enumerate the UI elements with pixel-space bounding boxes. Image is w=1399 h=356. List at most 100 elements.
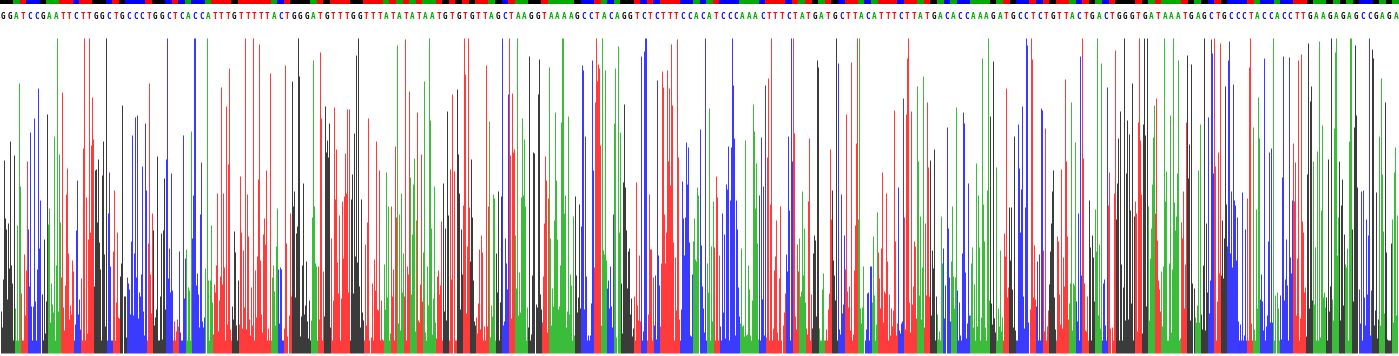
- Text: A: A: [562, 12, 567, 21]
- Text: A: A: [568, 12, 574, 21]
- Text: T: T: [417, 12, 421, 21]
- Bar: [1030, 0, 1037, 4]
- Text: A: A: [311, 12, 316, 21]
- Text: T: T: [1004, 12, 1009, 21]
- Text: T: T: [667, 12, 672, 21]
- Text: T: T: [213, 12, 217, 21]
- Bar: [1042, 0, 1049, 4]
- Bar: [1056, 0, 1062, 4]
- Bar: [898, 0, 904, 4]
- Text: G: G: [990, 12, 996, 21]
- Text: T: T: [845, 12, 851, 21]
- Bar: [277, 0, 284, 4]
- Bar: [297, 0, 304, 4]
- Bar: [911, 0, 918, 4]
- Text: G: G: [536, 12, 540, 21]
- Bar: [687, 0, 693, 4]
- Text: T: T: [80, 12, 85, 21]
- Bar: [396, 0, 403, 4]
- Bar: [270, 0, 277, 4]
- Text: A: A: [383, 12, 389, 21]
- Bar: [481, 0, 488, 4]
- Text: A: A: [820, 12, 824, 21]
- Text: T: T: [332, 12, 336, 21]
- Text: T: T: [1031, 12, 1035, 21]
- Text: C: C: [74, 12, 78, 21]
- Text: T: T: [259, 12, 263, 21]
- Text: A: A: [971, 12, 975, 21]
- Bar: [548, 0, 554, 4]
- Bar: [1326, 0, 1333, 4]
- Bar: [469, 0, 476, 4]
- Text: C: C: [582, 12, 586, 21]
- Bar: [1254, 0, 1260, 4]
- Bar: [1248, 0, 1254, 4]
- Bar: [666, 0, 673, 4]
- Text: T: T: [172, 12, 178, 21]
- Text: A: A: [951, 12, 956, 21]
- Bar: [858, 0, 865, 4]
- Text: G: G: [7, 12, 13, 21]
- Bar: [508, 0, 515, 4]
- Bar: [964, 0, 970, 4]
- Text: G: G: [1010, 12, 1016, 21]
- Bar: [831, 0, 838, 4]
- Text: C: C: [964, 12, 970, 21]
- Bar: [825, 0, 831, 4]
- Bar: [264, 0, 270, 4]
- Bar: [1379, 0, 1386, 4]
- Text: G: G: [1143, 12, 1147, 21]
- Text: A: A: [859, 12, 863, 21]
- Bar: [838, 0, 845, 4]
- Bar: [85, 0, 92, 4]
- Text: T: T: [635, 12, 639, 21]
- Bar: [554, 0, 561, 4]
- Bar: [403, 0, 409, 4]
- Bar: [851, 0, 858, 4]
- Text: C: C: [278, 12, 283, 21]
- Text: A: A: [747, 12, 751, 21]
- Bar: [73, 0, 80, 4]
- Bar: [673, 0, 680, 4]
- Bar: [92, 0, 99, 4]
- Text: T: T: [225, 12, 229, 21]
- Bar: [627, 0, 634, 4]
- Bar: [362, 0, 369, 4]
- Bar: [66, 0, 73, 4]
- Bar: [527, 0, 534, 4]
- Bar: [231, 0, 238, 4]
- Bar: [660, 0, 666, 4]
- Bar: [1095, 0, 1102, 4]
- Text: T: T: [67, 12, 71, 21]
- Text: A: A: [939, 12, 943, 21]
- Text: T: T: [1294, 12, 1300, 21]
- Bar: [311, 0, 316, 4]
- Text: A: A: [1195, 12, 1200, 21]
- Bar: [950, 0, 957, 4]
- Bar: [877, 0, 884, 4]
- Text: T: T: [774, 12, 778, 21]
- Text: T: T: [879, 12, 883, 21]
- Text: A: A: [918, 12, 923, 21]
- Bar: [884, 0, 891, 4]
- Bar: [726, 0, 733, 4]
- Bar: [218, 0, 224, 4]
- Bar: [204, 0, 211, 4]
- Text: T: T: [344, 12, 348, 21]
- Bar: [429, 0, 435, 4]
- Bar: [918, 0, 923, 4]
- Bar: [1333, 0, 1340, 4]
- Bar: [541, 0, 548, 4]
- Bar: [733, 0, 739, 4]
- Text: A: A: [53, 12, 59, 21]
- Bar: [595, 0, 600, 4]
- Bar: [1287, 0, 1294, 4]
- Bar: [891, 0, 898, 4]
- Text: A: A: [429, 12, 435, 21]
- Text: G: G: [932, 12, 936, 21]
- Bar: [224, 0, 231, 4]
- Bar: [112, 0, 119, 4]
- Text: C: C: [687, 12, 693, 21]
- Bar: [1360, 0, 1365, 4]
- Text: C: C: [1102, 12, 1108, 21]
